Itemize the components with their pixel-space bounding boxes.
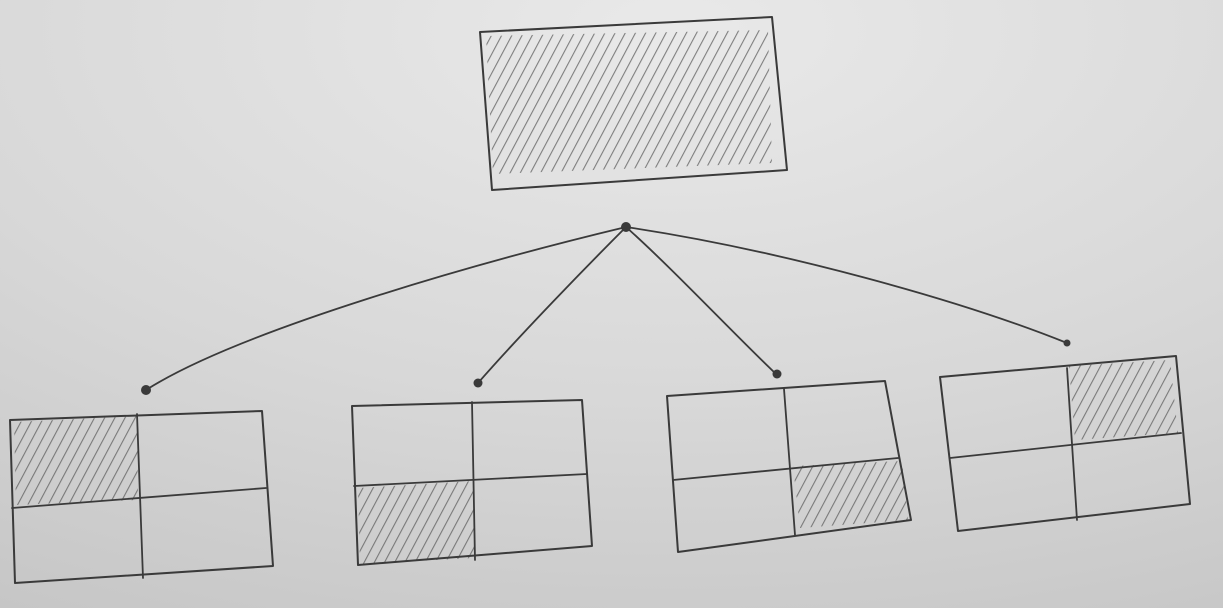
child-2-vertical-divider — [471, 401, 476, 561]
child-3-box — [666, 380, 912, 553]
child-2-box — [351, 399, 593, 566]
edge-to-child-2 — [477, 226, 627, 384]
child-1-dot — [141, 385, 151, 395]
child-node-3 — [666, 380, 912, 553]
root-node-shading — [486, 30, 772, 174]
child-4-dot — [1063, 339, 1071, 347]
child-2-dot — [473, 378, 483, 388]
edge-to-child-1 — [145, 226, 627, 391]
child-1-box — [9, 410, 274, 584]
child-node-2 — [351, 399, 593, 566]
child-2-shaded-quadrant — [358, 481, 475, 564]
child-3-vertical-divider — [783, 388, 796, 536]
root-node-box — [479, 16, 788, 191]
edge-to-child-4 — [625, 226, 1068, 344]
connector-group — [141, 222, 1071, 395]
hub-node-dot — [621, 222, 631, 232]
child-3-horizontal-divider — [672, 457, 899, 481]
child-4-shaded-quadrant — [1069, 360, 1178, 440]
root-node — [479, 16, 788, 191]
child-2-horizontal-divider — [353, 473, 588, 487]
child-1-vertical-divider — [136, 413, 144, 579]
child-3-dot — [772, 369, 782, 379]
child-node-4 — [939, 355, 1191, 532]
edge-to-child-3 — [625, 226, 777, 375]
child-1-horizontal-divider — [11, 487, 267, 509]
child-1-shaded-quadrant — [14, 416, 138, 505]
child-4-horizontal-divider — [949, 432, 1182, 459]
child-3-shaded-quadrant — [793, 461, 908, 528]
child-4-box — [939, 355, 1191, 532]
child-node-1 — [9, 410, 274, 584]
